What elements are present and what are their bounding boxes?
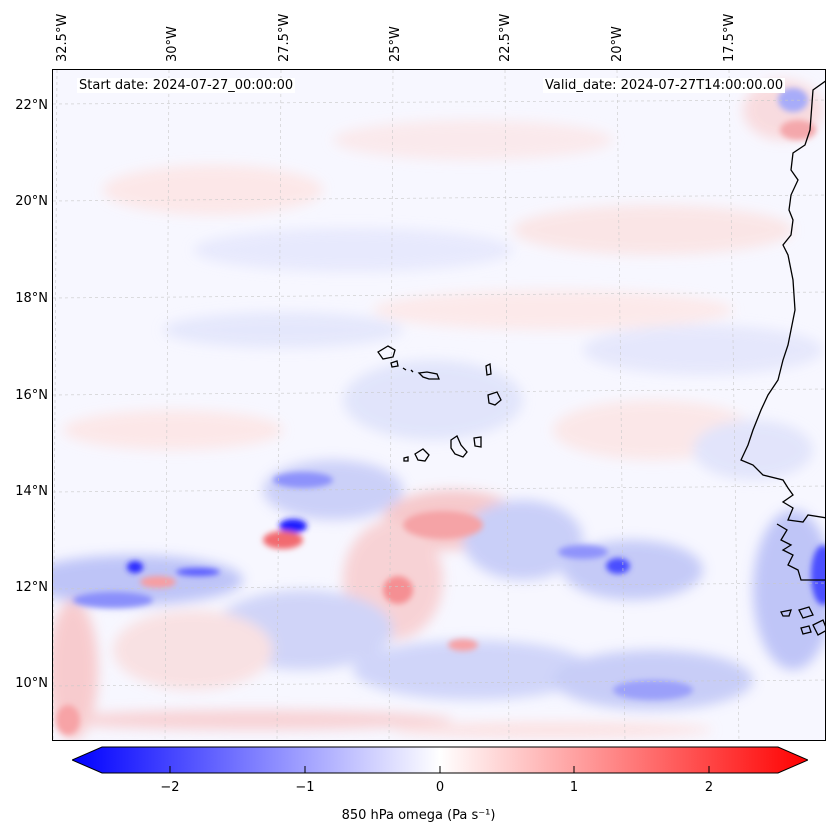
omega-field-shading [53,70,825,740]
cape-verde-brava [403,456,409,462]
cape-verde-sal [485,362,492,376]
senegal-gambia-coast [776,523,825,581]
cape-verde-boa-vista [487,391,502,406]
map-panel[interactable] [52,69,826,741]
lat-label-10n: 10°N [15,676,48,691]
valid-date-label: Valid_date: 2024-07-27T14:00:00.00 [543,78,786,93]
lon-label-30w: 30°W [165,26,180,62]
lon-label-20w: 20°W [610,26,625,62]
colorbar-tick-1: 1 [569,780,579,795]
lon-label-22-5w: 22.5°W [498,13,513,62]
lon-label-32-5w: 32.5°W [55,13,70,62]
start-date-label: Start date: 2024-07-27_00:00:00 [77,78,296,93]
cape-verde-fogo [414,448,430,462]
colorbar-tick-2: 2 [704,780,714,795]
lat-label-22n: 22°N [15,98,48,113]
cape-verde-maio [473,436,482,448]
coastlines [377,80,825,636]
lat-label-12n: 12°N [15,580,48,595]
lat-label-20n: 20°N [15,194,48,209]
lon-label-25w: 25°W [388,26,403,62]
lat-label-14n: 14°N [15,484,48,499]
cape-verde-santo-antao [377,345,396,360]
colorbar-tick-neg2: −2 [160,780,180,795]
lat-label-16n: 16°N [15,388,48,403]
lon-label-17-5w: 17.5°W [722,13,737,62]
colorbar-tick-marks [169,766,710,773]
lon-label-27-5w: 27.5°W [277,13,292,62]
cape-verde-sao-vicente [390,360,399,368]
omega-field-map [53,70,825,740]
colorbar-tick-0: 0 [435,780,445,795]
guinea-bissau-islands [780,606,825,636]
colorbar-bar [72,746,808,774]
colorbar [72,746,808,774]
cape-verde-santiago [450,435,468,458]
graticule [53,70,825,740]
colorbar-label: 850 hPa omega (Pa s⁻¹) [341,808,496,823]
cape-verde-sao-nicolau [417,371,440,380]
africa-coastline [740,80,825,523]
lat-label-18n: 18°N [15,291,48,306]
colorbar-tick-neg1: −1 [295,780,315,795]
